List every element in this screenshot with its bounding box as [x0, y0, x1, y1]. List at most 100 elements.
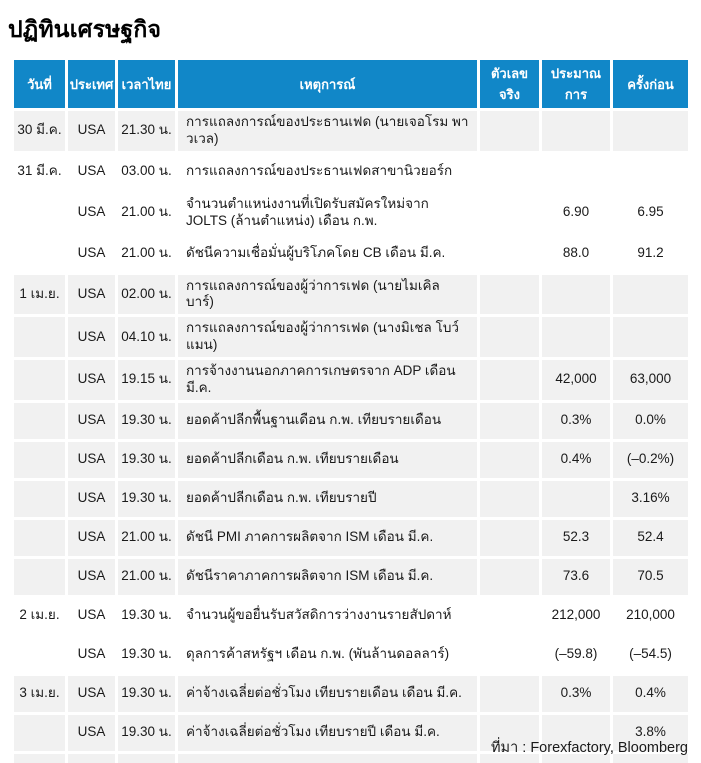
cell-forecast: 0.4% [542, 441, 610, 478]
table-row: USA 21.00 น. ดัชนีความเชื่อมั่นผู้บริโภคโด… [14, 235, 688, 272]
cell-date [14, 441, 65, 478]
cell-previous [613, 153, 688, 190]
cell-date [14, 480, 65, 517]
cell-time: 21.00 น. [118, 558, 175, 595]
cell-actual [480, 480, 539, 517]
cell-date [14, 753, 65, 763]
cell-actual [480, 402, 539, 439]
cell-country: USA [68, 714, 115, 751]
table-row: 3 เม.ย. USA 19.30 น. ค่าจ้างเฉลี่ยต่อชั่วโม… [14, 675, 688, 712]
table-row: USA 21.00 น. ดัชนีราคาภาคการผลิตจาก ISM เด… [14, 558, 688, 595]
cell-event: การแถลงการณ์ของประธานเฟด (นายเจอโรม พาวเ… [178, 111, 477, 151]
cell-forecast [542, 714, 610, 751]
calendar-table-container: วันที่ ประเทศ เวลาไทย เหตุการณ์ ตัวเลขจริง ปร… [11, 57, 691, 763]
cell-actual [480, 675, 539, 712]
cell-forecast: 73.6 [542, 558, 610, 595]
cell-date [14, 714, 65, 751]
cell-country: USA [68, 753, 115, 763]
cell-event: ยอดค้าปลีกเดือน ก.พ. เทียบรายเดือน [178, 441, 477, 478]
cell-previous: 52.4 [613, 519, 688, 556]
cell-event: ยอดค้าปลีกเดือน ก.พ. เทียบรายปี [178, 480, 477, 517]
table-header-row: วันที่ ประเทศ เวลาไทย เหตุการณ์ ตัวเลขจริง ปร… [14, 60, 688, 108]
table-row: USA 04.10 น. การแถลงการณ์ของผู้ว่าการเฟด (… [14, 317, 688, 357]
cell-date [14, 235, 65, 272]
cell-time: 21.30 น. [118, 111, 175, 151]
cell-forecast [542, 480, 610, 517]
cell-event: การแถลงการณ์ของประธานเฟดสาขานิวยอร์ก [178, 153, 477, 190]
cell-previous: (–92,000) [613, 753, 688, 763]
cell-time: 21.00 น. [118, 519, 175, 556]
cell-forecast [542, 153, 610, 190]
cell-forecast: 52.3 [542, 519, 610, 556]
cell-time: 19.30 น. [118, 675, 175, 712]
cell-time: 19.30 น. [118, 597, 175, 634]
cell-time: 19.15 น. [118, 360, 175, 400]
cell-actual [480, 636, 539, 673]
cell-date [14, 317, 65, 357]
cell-actual [480, 317, 539, 357]
cell-country: USA [68, 558, 115, 595]
cell-actual [480, 192, 539, 233]
cell-previous [613, 111, 688, 151]
cell-country: USA [68, 597, 115, 634]
cell-event: ยอดค้าปลีกพื้นฐานเดือน ก.พ. เทียบรายเดือ… [178, 402, 477, 439]
cell-date [14, 558, 65, 595]
cell-time: 19.30 น. [118, 714, 175, 751]
cell-actual [480, 558, 539, 595]
cell-actual [480, 235, 539, 272]
cell-event: การจ้างงานนอกภาคการเกษตรจาก ADP เดือน มี… [178, 360, 477, 400]
cell-forecast [542, 274, 610, 315]
cell-country: USA [68, 636, 115, 673]
cell-time: 21.00 น. [118, 192, 175, 233]
cell-time: 19.30 น. [118, 636, 175, 673]
cell-actual [480, 519, 539, 556]
cell-date: 3 เม.ย. [14, 675, 65, 712]
column-header-event: เหตุการณ์ [178, 60, 477, 108]
cell-forecast [542, 111, 610, 151]
cell-forecast: 6.90 [542, 192, 610, 233]
cell-event: ค่าจ้างเฉลี่ยต่อชั่วโมง เทียบรายปี เดือน… [178, 714, 477, 751]
cell-previous: (–54.5) [613, 636, 688, 673]
cell-date [14, 402, 65, 439]
cell-event: การแถลงการณ์ของผู้ว่าการเฟด (นางมิเชล โบ… [178, 317, 477, 357]
cell-previous [613, 317, 688, 357]
cell-actual [480, 360, 539, 400]
cell-actual [480, 441, 539, 478]
table-row: USA 21.00 น. ดัชนี PMI ภาคการผลิตจาก ISM เ… [14, 519, 688, 556]
column-header-country: ประเทศ [68, 60, 115, 108]
cell-event: จำนวนตำแหน่งงานที่เปิดรับสมัครใหม่จาก JO… [178, 192, 477, 233]
cell-forecast: 56,000 [542, 753, 610, 763]
cell-actual [480, 111, 539, 151]
cell-date: 31 มี.ค. [14, 153, 65, 190]
table-row: USA 19.30 น. ยอดค้าปลีกพื้นฐานเดือน ก.พ. เ… [14, 402, 688, 439]
cell-date: 2 เม.ย. [14, 597, 65, 634]
cell-actual [480, 274, 539, 315]
column-header-date: วันที่ [14, 60, 65, 108]
cell-previous: 3.16% [613, 480, 688, 517]
cell-country: USA [68, 274, 115, 315]
cell-previous: 70.5 [613, 558, 688, 595]
cell-event: ค่าจ้างเฉลี่ยต่อชั่วโมง เทียบรายเดือน เด… [178, 675, 477, 712]
cell-forecast: (–59.8) [542, 636, 610, 673]
cell-previous: 6.95 [613, 192, 688, 233]
cell-time: 19.30 น [118, 753, 175, 763]
column-header-forecast: ประมาณการ [542, 60, 610, 108]
cell-actual [480, 753, 539, 763]
cell-previous [613, 274, 688, 315]
cell-time: 02.00 น. [118, 274, 175, 315]
cell-event: ดัชนี PMI ภาคการผลิตจาก ISM เดือน มี.ค. [178, 519, 477, 556]
table-row: USA 19.30 น. ยอดค้าปลีกเดือน ก.พ. เทียบราย… [14, 480, 688, 517]
cell-event: จำนวนผู้ขอยื่นรับสวัสดิการว่างงานรายสัปด… [178, 597, 477, 634]
column-header-previous: ครั้งก่อน [613, 60, 688, 108]
cell-time: 03.00 น. [118, 153, 175, 190]
cell-date [14, 192, 65, 233]
cell-previous: 210,000 [613, 597, 688, 634]
cell-date [14, 636, 65, 673]
column-header-actual: ตัวเลขจริง [480, 60, 539, 108]
table-row: USA 21.00 น. จำนวนตำแหน่งงานที่เปิดรับสมัค… [14, 192, 688, 233]
cell-actual [480, 597, 539, 634]
cell-forecast: 212,000 [542, 597, 610, 634]
cell-previous: 0.0% [613, 402, 688, 439]
